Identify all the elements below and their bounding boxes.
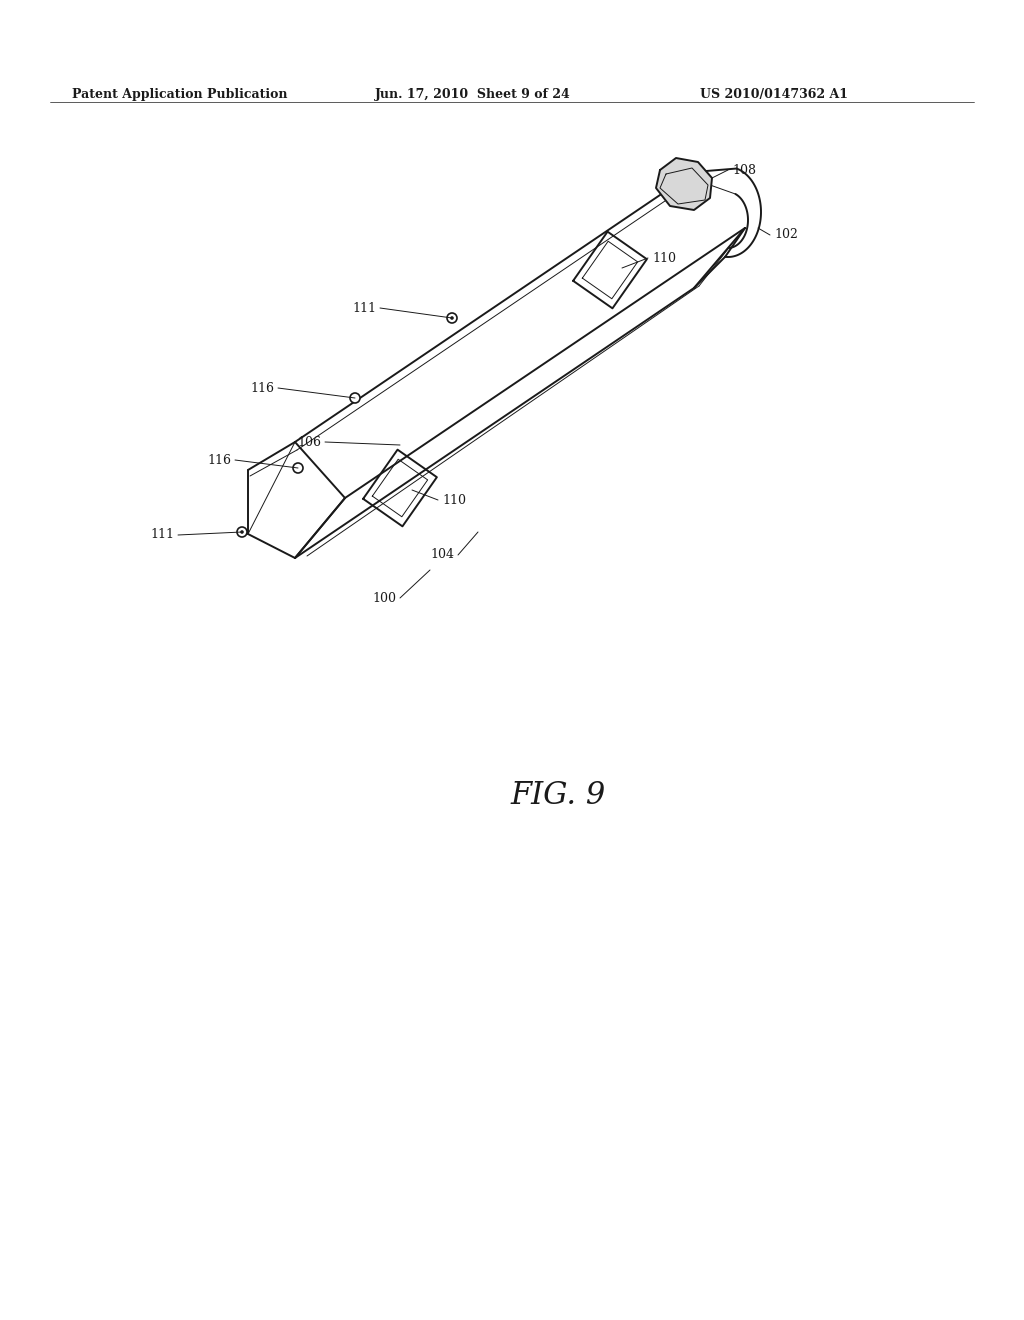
Circle shape	[241, 531, 244, 533]
Text: US 2010/0147362 A1: US 2010/0147362 A1	[700, 88, 848, 102]
Circle shape	[293, 463, 303, 473]
Circle shape	[447, 313, 457, 323]
Text: Jun. 17, 2010  Sheet 9 of 24: Jun. 17, 2010 Sheet 9 of 24	[375, 88, 570, 102]
Text: 111: 111	[150, 528, 174, 541]
Circle shape	[237, 527, 247, 537]
Circle shape	[350, 393, 360, 403]
Circle shape	[451, 317, 454, 319]
Text: 102: 102	[774, 228, 798, 242]
Text: 100: 100	[372, 591, 396, 605]
Text: 111: 111	[352, 301, 376, 314]
Text: 116: 116	[207, 454, 231, 466]
Text: 116: 116	[250, 381, 274, 395]
Text: Patent Application Publication: Patent Application Publication	[72, 88, 288, 102]
Text: 104: 104	[430, 549, 454, 561]
Text: 106: 106	[297, 436, 321, 449]
Text: 110: 110	[652, 252, 676, 264]
Text: 108: 108	[732, 164, 756, 177]
Polygon shape	[656, 158, 712, 210]
Text: FIG. 9: FIG. 9	[510, 780, 605, 810]
Text: 110: 110	[442, 494, 466, 507]
